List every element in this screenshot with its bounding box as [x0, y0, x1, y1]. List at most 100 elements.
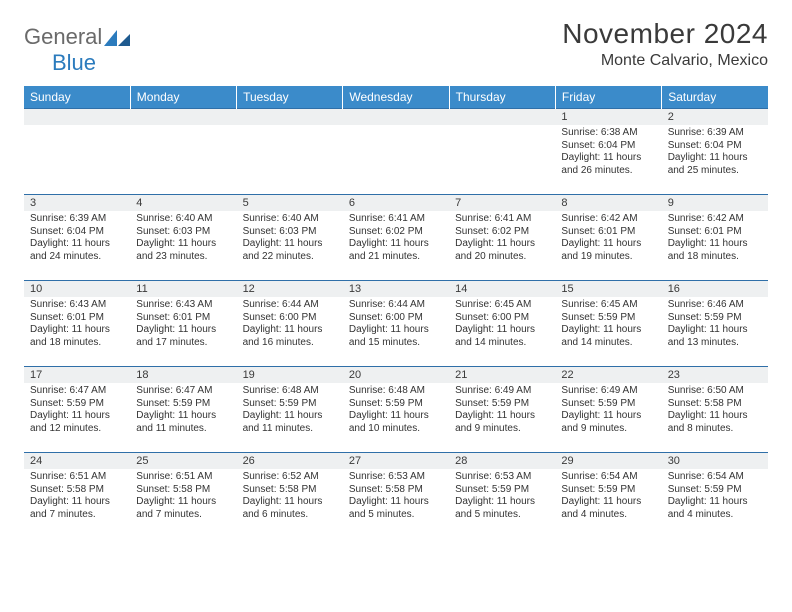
day-number: 21: [449, 367, 555, 383]
calendar-day-cell: 3Sunrise: 6:39 AMSunset: 6:04 PMDaylight…: [24, 195, 130, 281]
daylight-line: Daylight: 11 hours and 18 minutes.: [30, 324, 124, 349]
day-number: 24: [24, 453, 130, 469]
sunrise-line: Sunrise: 6:41 AM: [349, 213, 443, 226]
calendar-day-cell: 12Sunrise: 6:44 AMSunset: 6:00 PMDayligh…: [237, 281, 343, 367]
sunset-line: Sunset: 6:00 PM: [455, 312, 549, 325]
calendar-day-cell: 20Sunrise: 6:48 AMSunset: 5:59 PMDayligh…: [343, 367, 449, 453]
day-body: [237, 125, 343, 131]
calendar-day-cell: 2Sunrise: 6:39 AMSunset: 6:04 PMDaylight…: [662, 109, 768, 195]
day-body: Sunrise: 6:48 AMSunset: 5:59 PMDaylight:…: [343, 383, 449, 439]
day-body: Sunrise: 6:49 AMSunset: 5:59 PMDaylight:…: [449, 383, 555, 439]
calendar-day-cell: 17Sunrise: 6:47 AMSunset: 5:59 PMDayligh…: [24, 367, 130, 453]
sunrise-line: Sunrise: 6:41 AM: [455, 213, 549, 226]
daylight-line: Daylight: 11 hours and 16 minutes.: [243, 324, 337, 349]
day-body: Sunrise: 6:51 AMSunset: 5:58 PMDaylight:…: [24, 469, 130, 525]
sunrise-line: Sunrise: 6:46 AM: [668, 299, 762, 312]
calendar-day-cell: 6Sunrise: 6:41 AMSunset: 6:02 PMDaylight…: [343, 195, 449, 281]
logo-text-blue: Blue: [52, 50, 96, 76]
logo-text-general: General: [24, 24, 102, 50]
day-number: 3: [24, 195, 130, 211]
calendar-day-cell: 10Sunrise: 6:43 AMSunset: 6:01 PMDayligh…: [24, 281, 130, 367]
sunrise-line: Sunrise: 6:51 AM: [30, 471, 124, 484]
daylight-line: Daylight: 11 hours and 5 minutes.: [455, 496, 549, 521]
calendar-day-cell: 4Sunrise: 6:40 AMSunset: 6:03 PMDaylight…: [130, 195, 236, 281]
sunrise-line: Sunrise: 6:42 AM: [668, 213, 762, 226]
calendar-day-cell: [237, 109, 343, 195]
sunrise-line: Sunrise: 6:54 AM: [561, 471, 655, 484]
calendar-day-cell: 22Sunrise: 6:49 AMSunset: 5:59 PMDayligh…: [555, 367, 661, 453]
sunrise-line: Sunrise: 6:40 AM: [136, 213, 230, 226]
calendar-day-cell: [24, 109, 130, 195]
sunrise-line: Sunrise: 6:48 AM: [243, 385, 337, 398]
location: Monte Calvario, Mexico: [562, 52, 768, 70]
daylight-line: Daylight: 11 hours and 9 minutes.: [455, 410, 549, 435]
day-number: 5: [237, 195, 343, 211]
calendar-day-cell: 14Sunrise: 6:45 AMSunset: 6:00 PMDayligh…: [449, 281, 555, 367]
calendar-day-cell: [130, 109, 236, 195]
daylight-line: Daylight: 11 hours and 17 minutes.: [136, 324, 230, 349]
daylight-line: Daylight: 11 hours and 6 minutes.: [243, 496, 337, 521]
sunset-line: Sunset: 5:59 PM: [136, 398, 230, 411]
day-body: [343, 125, 449, 131]
calendar-day-cell: 18Sunrise: 6:47 AMSunset: 5:59 PMDayligh…: [130, 367, 236, 453]
calendar-table: SundayMondayTuesdayWednesdayThursdayFrid…: [24, 86, 768, 539]
daylight-line: Daylight: 11 hours and 22 minutes.: [243, 238, 337, 263]
daylight-line: Daylight: 11 hours and 15 minutes.: [349, 324, 443, 349]
sunrise-line: Sunrise: 6:38 AM: [561, 127, 655, 140]
daylight-line: Daylight: 11 hours and 7 minutes.: [30, 496, 124, 521]
daylight-line: Daylight: 11 hours and 13 minutes.: [668, 324, 762, 349]
sunset-line: Sunset: 5:58 PM: [349, 484, 443, 497]
day-body: Sunrise: 6:44 AMSunset: 6:00 PMDaylight:…: [237, 297, 343, 353]
day-body: Sunrise: 6:46 AMSunset: 5:59 PMDaylight:…: [662, 297, 768, 353]
sunset-line: Sunset: 6:00 PM: [349, 312, 443, 325]
day-body: Sunrise: 6:45 AMSunset: 6:00 PMDaylight:…: [449, 297, 555, 353]
sunset-line: Sunset: 6:03 PM: [136, 226, 230, 239]
sunrise-line: Sunrise: 6:47 AM: [30, 385, 124, 398]
day-body: Sunrise: 6:48 AMSunset: 5:59 PMDaylight:…: [237, 383, 343, 439]
sunset-line: Sunset: 6:01 PM: [561, 226, 655, 239]
day-body: [130, 125, 236, 131]
sunrise-line: Sunrise: 6:49 AM: [455, 385, 549, 398]
calendar-day-cell: 25Sunrise: 6:51 AMSunset: 5:58 PMDayligh…: [130, 453, 236, 539]
calendar-week-row: 10Sunrise: 6:43 AMSunset: 6:01 PMDayligh…: [24, 281, 768, 367]
daylight-line: Daylight: 11 hours and 23 minutes.: [136, 238, 230, 263]
day-body: Sunrise: 6:41 AMSunset: 6:02 PMDaylight:…: [449, 211, 555, 267]
day-body: Sunrise: 6:51 AMSunset: 5:58 PMDaylight:…: [130, 469, 236, 525]
daylight-line: Daylight: 11 hours and 26 minutes.: [561, 152, 655, 177]
sunrise-line: Sunrise: 6:39 AM: [30, 213, 124, 226]
day-body: Sunrise: 6:53 AMSunset: 5:58 PMDaylight:…: [343, 469, 449, 525]
weekday-header: Monday: [130, 86, 236, 109]
sunset-line: Sunset: 5:58 PM: [30, 484, 124, 497]
calendar-week-row: 24Sunrise: 6:51 AMSunset: 5:58 PMDayligh…: [24, 453, 768, 539]
calendar-day-cell: 24Sunrise: 6:51 AMSunset: 5:58 PMDayligh…: [24, 453, 130, 539]
calendar-day-cell: 13Sunrise: 6:44 AMSunset: 6:00 PMDayligh…: [343, 281, 449, 367]
day-number: 25: [130, 453, 236, 469]
sunrise-line: Sunrise: 6:53 AM: [349, 471, 443, 484]
sunset-line: Sunset: 6:02 PM: [455, 226, 549, 239]
weekday-header: Thursday: [449, 86, 555, 109]
calendar-header-row: SundayMondayTuesdayWednesdayThursdayFrid…: [24, 86, 768, 109]
day-body: Sunrise: 6:54 AMSunset: 5:59 PMDaylight:…: [662, 469, 768, 525]
sunset-line: Sunset: 6:01 PM: [30, 312, 124, 325]
sunrise-line: Sunrise: 6:48 AM: [349, 385, 443, 398]
weekday-header: Wednesday: [343, 86, 449, 109]
daylight-line: Daylight: 11 hours and 9 minutes.: [561, 410, 655, 435]
calendar-day-cell: [343, 109, 449, 195]
day-number: 2: [662, 109, 768, 125]
day-number: 1: [555, 109, 661, 125]
day-number: 7: [449, 195, 555, 211]
day-number: 18: [130, 367, 236, 383]
weekday-header: Sunday: [24, 86, 130, 109]
day-body: Sunrise: 6:42 AMSunset: 6:01 PMDaylight:…: [555, 211, 661, 267]
day-body: Sunrise: 6:42 AMSunset: 6:01 PMDaylight:…: [662, 211, 768, 267]
sunset-line: Sunset: 5:58 PM: [136, 484, 230, 497]
day-body: Sunrise: 6:39 AMSunset: 6:04 PMDaylight:…: [662, 125, 768, 181]
daylight-line: Daylight: 11 hours and 11 minutes.: [136, 410, 230, 435]
sunset-line: Sunset: 5:59 PM: [561, 398, 655, 411]
day-number: 20: [343, 367, 449, 383]
day-number: 27: [343, 453, 449, 469]
day-number: 14: [449, 281, 555, 297]
daylight-line: Daylight: 11 hours and 20 minutes.: [455, 238, 549, 263]
sunrise-line: Sunrise: 6:50 AM: [668, 385, 762, 398]
calendar-day-cell: 23Sunrise: 6:50 AMSunset: 5:58 PMDayligh…: [662, 367, 768, 453]
